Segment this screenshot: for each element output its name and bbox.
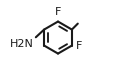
Text: F: F (54, 7, 61, 17)
Text: F: F (75, 41, 81, 51)
Text: H2N: H2N (10, 39, 34, 49)
